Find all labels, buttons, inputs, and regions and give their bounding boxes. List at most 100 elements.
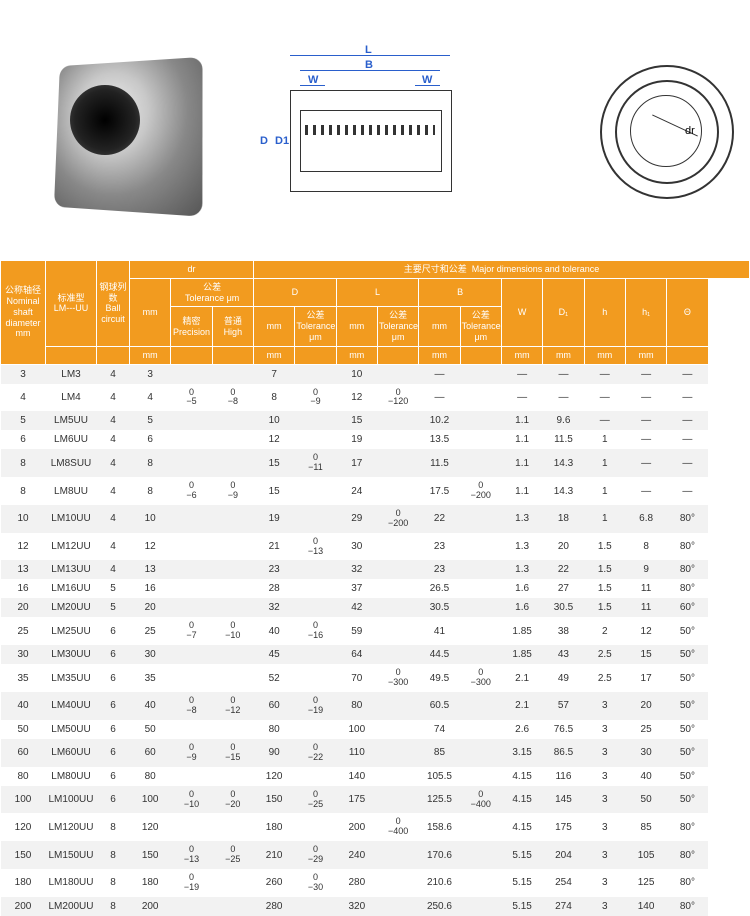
cell-Btol <box>460 560 501 579</box>
cell-tolH <box>212 579 253 598</box>
cell-tolP <box>171 411 212 430</box>
cell-L: 280 <box>336 869 377 897</box>
cell-tolP <box>171 645 212 664</box>
cell-h1: 50 <box>625 786 666 814</box>
cell-tolP <box>171 664 212 692</box>
cell-B: — <box>419 384 460 412</box>
cell-ball: 4 <box>97 533 130 561</box>
cell-D: 21 <box>253 533 294 561</box>
table-row: 8LM8UU480 −60 −9152417.50 −2001.114.31—— <box>1 477 750 505</box>
cell-th: 50° <box>667 617 708 645</box>
cell-h: 3 <box>584 720 625 739</box>
cell-ball: 8 <box>97 869 130 897</box>
cell-ball: 5 <box>97 598 130 617</box>
cell-L: 19 <box>336 430 377 449</box>
cell-W: 2.6 <box>501 720 542 739</box>
cell-Btol <box>460 384 501 412</box>
cell-h1: 30 <box>625 739 666 767</box>
cell-h: 1.5 <box>584 560 625 579</box>
cell-ball: 8 <box>97 841 130 869</box>
cell-Dtol: 0 −11 <box>295 449 336 477</box>
table-body: 3LM343710——————4LM4440 −50 −880 −9120 −1… <box>1 364 750 916</box>
hdr-major: 主要尺寸和公差 Major dimensions and tolerance <box>253 261 749 279</box>
cell-Btol <box>460 720 501 739</box>
cell-tolP <box>171 897 212 916</box>
cell-B: 250.6 <box>419 897 460 916</box>
cell-h: 3 <box>584 869 625 897</box>
cell-D1: 145 <box>543 786 584 814</box>
cell-B: 23 <box>419 560 460 579</box>
cell-dr: 8 <box>130 477 171 505</box>
cell-D: 80 <box>253 720 294 739</box>
cell-L: 10 <box>336 364 377 384</box>
cell-model: LM30UU <box>46 645 97 664</box>
cell-Ltol <box>377 897 418 916</box>
cell-D: 10 <box>253 411 294 430</box>
cell-W: 4.15 <box>501 786 542 814</box>
cell-ball: 4 <box>97 364 130 384</box>
cell-dr: 50 <box>130 720 171 739</box>
cell-h: 2.5 <box>584 664 625 692</box>
cell-dr: 35 <box>130 664 171 692</box>
cell-ball: 6 <box>97 692 130 720</box>
cell-model: LM200UU <box>46 897 97 916</box>
cell-tolH: 0 −9 <box>212 477 253 505</box>
table-row: 20LM20UU520324230.51.630.51.51160° <box>1 598 750 617</box>
cell-h1: 25 <box>625 720 666 739</box>
cell-h: 1 <box>584 449 625 477</box>
dim-B: B <box>365 59 373 71</box>
cell-Dtol <box>295 477 336 505</box>
cell-Dtol <box>295 364 336 384</box>
cell-tolP <box>171 720 212 739</box>
dim-dr: dr <box>685 125 695 137</box>
cell-Btol <box>460 841 501 869</box>
cell-B: 125.5 <box>419 786 460 814</box>
cell-tolP <box>171 430 212 449</box>
table-row: 100LM100UU61000 −100 −201500 −25175125.5… <box>1 786 750 814</box>
cell-model: LM180UU <box>46 869 97 897</box>
cell-L: 17 <box>336 449 377 477</box>
cell-Dtol: 0 −13 <box>295 533 336 561</box>
cell-W: 2.1 <box>501 692 542 720</box>
cell-L: 37 <box>336 579 377 598</box>
cell-D: 60 <box>253 692 294 720</box>
cell-model: LM25UU <box>46 617 97 645</box>
cell-h: 3 <box>584 767 625 786</box>
cell-B: 85 <box>419 739 460 767</box>
hdr-ball: 钢球列数Ball circuit <box>97 261 130 347</box>
cell-D1: 274 <box>543 897 584 916</box>
cell-h1: 12 <box>625 617 666 645</box>
cell-dr: 60 <box>130 739 171 767</box>
cell-W: 1.1 <box>501 411 542 430</box>
cell-L: 32 <box>336 560 377 579</box>
cell-L: 24 <box>336 477 377 505</box>
cell-tolP: 0 −19 <box>171 869 212 897</box>
cell-D1: 38 <box>543 617 584 645</box>
cell-W: 1.6 <box>501 579 542 598</box>
cell-th: 80° <box>667 579 708 598</box>
cell-dr: 40 <box>130 692 171 720</box>
cell-D: 120 <box>253 767 294 786</box>
table-row: 5LM5UU45101510.21.19.6——— <box>1 411 750 430</box>
table-row: 3LM343710—————— <box>1 364 750 384</box>
cell-ball: 6 <box>97 767 130 786</box>
cell-dia: 10 <box>1 505 46 533</box>
cell-L: 80 <box>336 692 377 720</box>
hdr-L: L <box>336 278 419 307</box>
front-view-diagram: dr <box>590 55 740 205</box>
cell-B: 170.6 <box>419 841 460 869</box>
dim-D: D <box>260 135 268 147</box>
cell-th: 50° <box>667 786 708 814</box>
cell-D1: 18 <box>543 505 584 533</box>
cell-tolP <box>171 598 212 617</box>
cell-tolP: 0 −13 <box>171 841 212 869</box>
cell-dr: 180 <box>130 869 171 897</box>
cell-ball: 4 <box>97 384 130 412</box>
cell-tolP: 0 −5 <box>171 384 212 412</box>
cross-section-diagram: L B W W D D1 <box>250 40 570 220</box>
cell-W: 1.3 <box>501 533 542 561</box>
hdr-D-mm: mm <box>253 307 294 346</box>
cell-th: — <box>667 430 708 449</box>
cell-h1: 40 <box>625 767 666 786</box>
table-row: 25LM25UU6250 −70 −10400 −1659411.8538212… <box>1 617 750 645</box>
